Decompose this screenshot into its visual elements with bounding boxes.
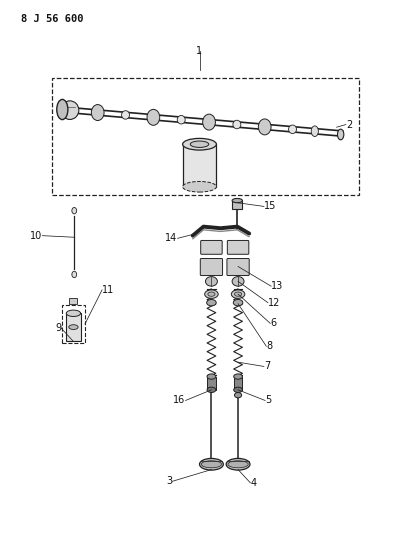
Ellipse shape (226, 458, 250, 470)
Text: 13: 13 (271, 281, 283, 291)
Ellipse shape (234, 387, 243, 392)
Bar (183, 144, 216, 187)
Text: 14: 14 (165, 233, 178, 244)
Ellipse shape (207, 387, 216, 392)
Text: 12: 12 (268, 297, 280, 308)
Text: 5: 5 (265, 395, 271, 406)
FancyBboxPatch shape (227, 259, 249, 276)
Ellipse shape (207, 300, 216, 306)
Ellipse shape (61, 101, 79, 119)
Ellipse shape (235, 292, 242, 296)
Ellipse shape (177, 116, 185, 124)
Ellipse shape (232, 198, 243, 203)
Bar (232, 200, 243, 209)
Ellipse shape (208, 292, 215, 296)
FancyBboxPatch shape (200, 259, 223, 276)
FancyBboxPatch shape (201, 240, 222, 254)
Circle shape (72, 271, 77, 278)
Text: 10: 10 (30, 231, 42, 241)
Ellipse shape (233, 120, 241, 129)
Text: 9: 9 (55, 323, 61, 333)
Text: 11: 11 (102, 285, 115, 295)
Ellipse shape (233, 300, 243, 306)
Ellipse shape (205, 277, 217, 286)
Circle shape (72, 207, 77, 214)
Bar (69, 298, 77, 304)
Ellipse shape (338, 129, 344, 140)
Ellipse shape (183, 139, 216, 150)
Ellipse shape (288, 125, 296, 134)
Ellipse shape (91, 104, 104, 120)
Bar (66, 313, 81, 341)
Ellipse shape (57, 99, 68, 119)
FancyBboxPatch shape (227, 240, 249, 254)
Text: 8: 8 (266, 341, 273, 351)
Bar (234, 376, 243, 390)
Ellipse shape (207, 374, 216, 379)
Ellipse shape (190, 141, 209, 148)
Ellipse shape (232, 277, 244, 286)
Ellipse shape (235, 392, 242, 398)
Ellipse shape (228, 461, 248, 468)
Ellipse shape (234, 374, 243, 379)
Text: 2: 2 (346, 119, 352, 130)
Text: 3: 3 (166, 477, 172, 486)
Text: 4: 4 (251, 478, 257, 488)
Text: 7: 7 (264, 361, 270, 372)
Ellipse shape (311, 126, 318, 136)
Ellipse shape (200, 458, 223, 470)
Text: 1: 1 (196, 46, 203, 56)
Bar (62, 305, 85, 343)
Ellipse shape (258, 119, 271, 135)
Bar (207, 376, 216, 390)
Ellipse shape (203, 114, 215, 130)
Text: 15: 15 (264, 201, 276, 212)
Ellipse shape (183, 181, 216, 192)
Text: 8 J 56 600: 8 J 56 600 (21, 14, 83, 24)
Ellipse shape (231, 290, 245, 298)
Ellipse shape (201, 461, 221, 468)
Ellipse shape (122, 111, 130, 119)
Ellipse shape (66, 310, 81, 317)
Ellipse shape (205, 290, 218, 298)
Ellipse shape (147, 109, 160, 125)
Ellipse shape (69, 325, 78, 329)
Text: 16: 16 (173, 395, 186, 406)
Text: 6: 6 (270, 318, 277, 328)
